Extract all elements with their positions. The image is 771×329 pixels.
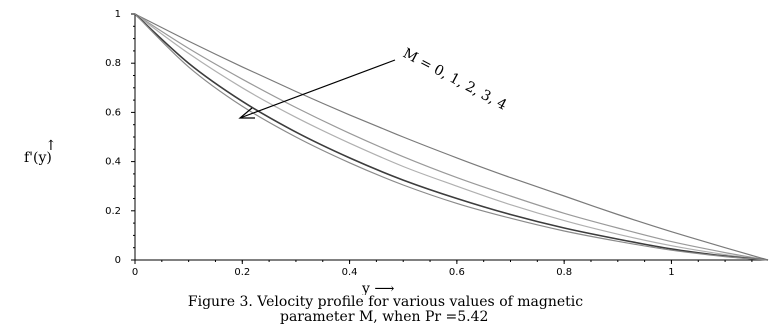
y-tick-label: 1 (115, 9, 121, 20)
y-axis-arrow: ↑ (45, 138, 57, 154)
x-tick-label: 0.4 (342, 267, 358, 278)
figure-caption-line-2: parameter M, when Pr =5.42 (280, 309, 489, 325)
x-tick-label: 0.6 (449, 267, 465, 278)
x-axis-title: y ⟶ (361, 281, 394, 295)
annotation-arrow (239, 59, 396, 119)
series-line-1 (134, 13, 769, 261)
curves (134, 13, 769, 261)
y-tick-label: 0.6 (105, 107, 121, 118)
series-line-2 (134, 13, 769, 261)
annotation-group: M = 0, 1, 2, 3, 4 (238, 45, 509, 119)
x-tick-label: 0 (132, 267, 138, 278)
figure-caption-line-1: Figure 3. Velocity profile for various v… (187, 294, 584, 310)
y-tick-label: 0.4 (105, 157, 121, 168)
series-line-0 (134, 13, 769, 261)
x-tick-label: 1 (668, 267, 674, 278)
x-tick-label: 0.8 (556, 267, 572, 278)
x-tick-label: 0.2 (234, 267, 250, 278)
series-line-4 (134, 13, 769, 261)
y-tick-label: 0.2 (105, 206, 121, 217)
annotation-label: M = 0, 1, 2, 3, 4 (400, 45, 509, 113)
velocity-profile-chart: 0 0.2 0.4 0.6 0.8 1 0 0.2 0.4 0.6 0.8 1 M = 0, 1, 2… (24, 9, 769, 295)
y-tick-label: 0 (115, 255, 121, 266)
annotation-arrowhead (238, 107, 255, 119)
y-tick-label: 0.8 (105, 58, 121, 69)
series-line-3 (134, 13, 769, 261)
axes: 0 0.2 0.4 0.6 0.8 1 0 0.2 0.4 0.6 0.8 1 (105, 9, 768, 278)
y-axis-title: f'(y) (24, 150, 52, 166)
